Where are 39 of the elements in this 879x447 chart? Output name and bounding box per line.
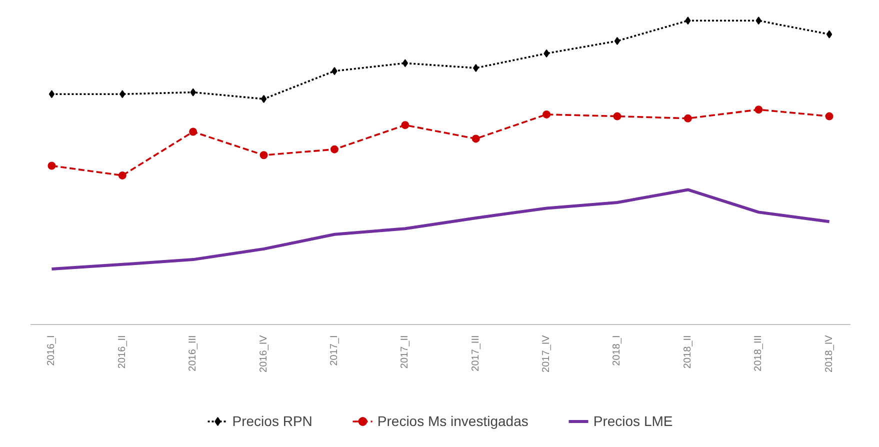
point: [613, 112, 622, 120]
x-tick-label: 2017_III: [470, 335, 482, 372]
point: [118, 171, 126, 180]
x-tick-label: 2018_IV: [824, 334, 835, 372]
x-tick-label: 2016_II: [116, 335, 128, 369]
point: [48, 90, 55, 98]
point: [332, 67, 338, 76]
point: [190, 88, 196, 96]
point: [542, 110, 551, 118]
point: [473, 64, 479, 72]
legend-label: Precios LME: [593, 413, 673, 429]
point: [402, 59, 408, 68]
x-tick-label: 2016_IV: [258, 334, 270, 372]
x-tick-label: 2018_I: [612, 335, 623, 366]
point: [330, 145, 338, 154]
legend-label: Precios Ms investigadas: [377, 413, 528, 429]
point: [260, 94, 267, 103]
legend-label: Precios RPN: [232, 413, 312, 429]
x-tick-label: 2016_III: [188, 335, 199, 372]
point: [48, 162, 56, 170]
point: [825, 112, 834, 120]
point: [754, 106, 763, 114]
point: [260, 151, 268, 160]
point: [401, 121, 410, 130]
point: [120, 90, 126, 98]
x-tick-label: 2017_II: [400, 335, 411, 369]
point: [684, 114, 692, 122]
point: [756, 16, 762, 25]
x-tick-label: 2016_I: [46, 335, 58, 366]
x-tick-label: 2018_III: [753, 335, 764, 372]
point: [472, 134, 480, 143]
point: [826, 30, 832, 38]
x-tick-label: 2017_IV: [541, 334, 552, 372]
point: [685, 16, 691, 25]
point: [614, 36, 620, 45]
x-tick-label: 2017_I: [328, 335, 340, 366]
x-tick-label: 2018_II: [682, 335, 694, 369]
point: [544, 49, 550, 58]
point: [189, 128, 198, 136]
